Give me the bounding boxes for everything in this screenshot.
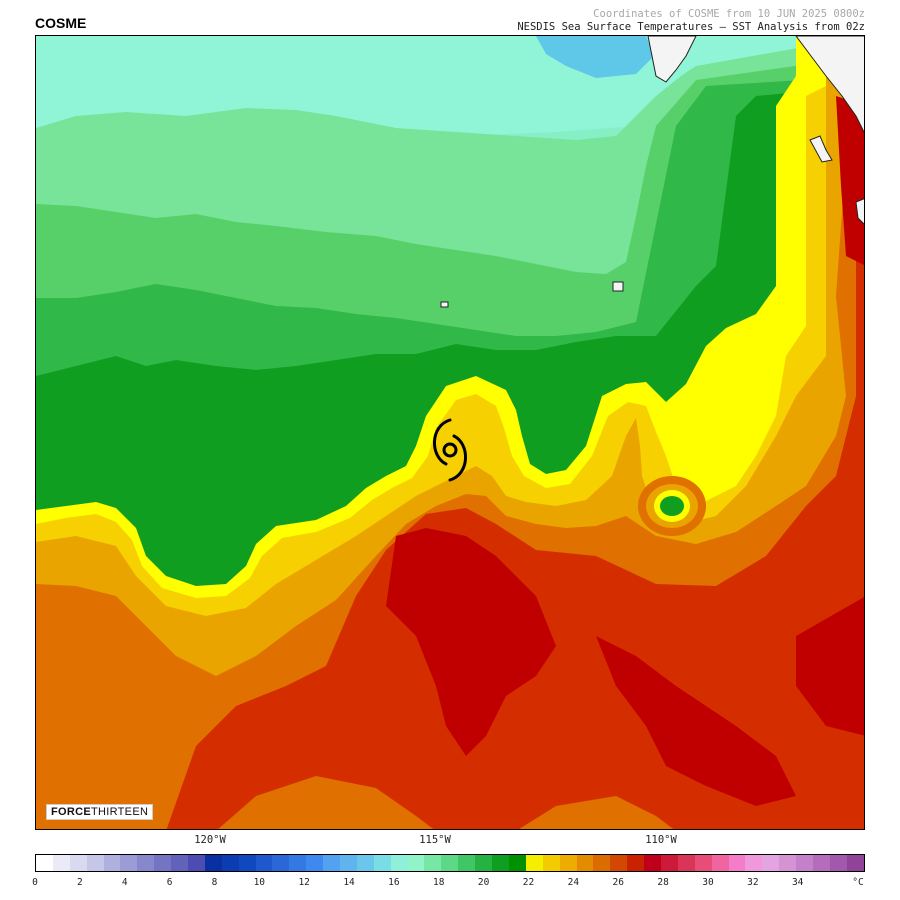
land-islands-maria [809, 135, 833, 163]
colorbar-swatch [171, 855, 189, 871]
colorbar-swatch [610, 855, 628, 871]
colorbar-tick-label: 30 [702, 877, 714, 888]
colorbar-swatch [306, 855, 324, 871]
colorbar-swatch [154, 855, 172, 871]
colorbar-swatch [475, 855, 493, 871]
colorbar-swatch [644, 855, 661, 871]
colorbar-tick-label: 4 [121, 877, 128, 888]
colorbar-tick-label: 28 [657, 877, 669, 888]
colorbar-swatch [593, 855, 611, 871]
colorbar-tick-label: 24 [567, 877, 580, 888]
colorbar-swatch [340, 855, 357, 871]
colorbar-tick-label: 14 [343, 877, 355, 888]
colorbar-tick-label: 18 [433, 877, 445, 888]
colorbar-swatch [289, 855, 307, 871]
colorbar-tick-label: 34 [791, 877, 804, 888]
colorbar-swatch [576, 855, 594, 871]
colorbar-tick-label: 6 [166, 877, 173, 888]
colorbar-swatch [542, 855, 560, 871]
colorbar-swatch [373, 855, 391, 871]
colorbar-tick-label: 8 [211, 877, 218, 888]
sst-zone-red [166, 42, 864, 829]
land-mexico [795, 36, 864, 134]
colorbar-swatch [508, 855, 526, 871]
colorbar-swatch [441, 855, 459, 871]
land-baja-tip [647, 36, 697, 83]
colorbar-swatch [559, 855, 577, 871]
sst-zone-orange-south [218, 776, 434, 829]
colorbar-swatch [812, 855, 830, 871]
colorbar-swatch [829, 855, 847, 871]
longitude-label: 110°W [645, 834, 677, 846]
colorbar-swatch [728, 855, 746, 871]
colorbar-swatch [255, 855, 273, 871]
colorbar-swatch [677, 855, 695, 871]
sst-zone-light-blue [536, 36, 654, 78]
colorbar-swatch [120, 855, 138, 871]
temperature-colorbar [35, 854, 865, 872]
colorbar-unit: °C [852, 877, 864, 888]
eddy-green [660, 496, 684, 516]
sst-zone-orange-southeast [519, 796, 674, 829]
colorbar-swatch [745, 855, 763, 871]
colorbar-swatch [846, 855, 864, 871]
colorbar-swatch [627, 855, 645, 871]
sst-map[interactable]: FORCETHIRTEEN [35, 35, 865, 830]
land-socorro-island [612, 281, 624, 292]
sst-zone-deep-red-coast [836, 96, 864, 265]
colorbar-swatch [137, 855, 155, 871]
colorbar-swatch [103, 855, 121, 871]
colorbar-swatch [492, 855, 509, 871]
colorbar-swatch [188, 855, 205, 871]
colorbar-tick-label: 16 [388, 877, 400, 888]
colorbar-swatch [221, 855, 239, 871]
colorbar-swatch [86, 855, 104, 871]
land-clarion-island [440, 301, 449, 308]
land-coast-south [855, 198, 864, 225]
colorbar-swatch [458, 855, 476, 871]
colorbar-tick-label: 10 [253, 877, 266, 888]
colorbar-swatch [424, 855, 442, 871]
colorbar-tick-label: 0 [32, 877, 38, 888]
coordinates-header: Coordinates of COSME from 10 JUN 2025 08… [593, 8, 865, 20]
colorbar-tick-label: 2 [76, 877, 83, 888]
storm-name-title: COSME [35, 15, 87, 31]
colorbar-swatch [238, 855, 256, 871]
colorbar-swatch [204, 855, 222, 871]
colorbar-tick-label: 22 [522, 877, 535, 888]
sst-zone-deep-red-east [796, 597, 864, 736]
colorbar-swatch [762, 855, 780, 871]
force-thirteen-logo: FORCETHIRTEEN [46, 804, 154, 820]
sst-zone-deep-red-south [596, 636, 796, 806]
colorbar-swatch [660, 855, 678, 871]
sst-zone-deep-red [386, 528, 556, 756]
colorbar-swatch [779, 855, 797, 871]
longitude-label: 115°W [419, 834, 451, 846]
colorbar-tick-label: 12 [298, 877, 310, 888]
colorbar-swatch [390, 855, 408, 871]
colorbar-swatch [272, 855, 290, 871]
colorbar-swatch [694, 855, 712, 871]
longitude-label: 120°W [194, 834, 226, 846]
colorbar-swatch [52, 855, 70, 871]
tropical-storm-icon [433, 418, 467, 482]
colorbar-swatch [407, 855, 425, 871]
colorbar-swatch [323, 855, 341, 871]
colorbar-swatch [525, 855, 543, 871]
colorbar-tick-label: 32 [747, 877, 759, 888]
colorbar-swatch [796, 855, 813, 871]
colorbar-swatch [36, 855, 53, 871]
colorbar-tick-label: 26 [612, 877, 624, 888]
sst-source-header: NESDIS Sea Surface Temperatures – SST An… [517, 21, 865, 33]
colorbar-swatch [69, 855, 87, 871]
sst-map-canvas [36, 36, 864, 829]
colorbar-swatch [711, 855, 729, 871]
colorbar-tick-label: 20 [477, 877, 490, 888]
colorbar-swatch [356, 855, 374, 871]
